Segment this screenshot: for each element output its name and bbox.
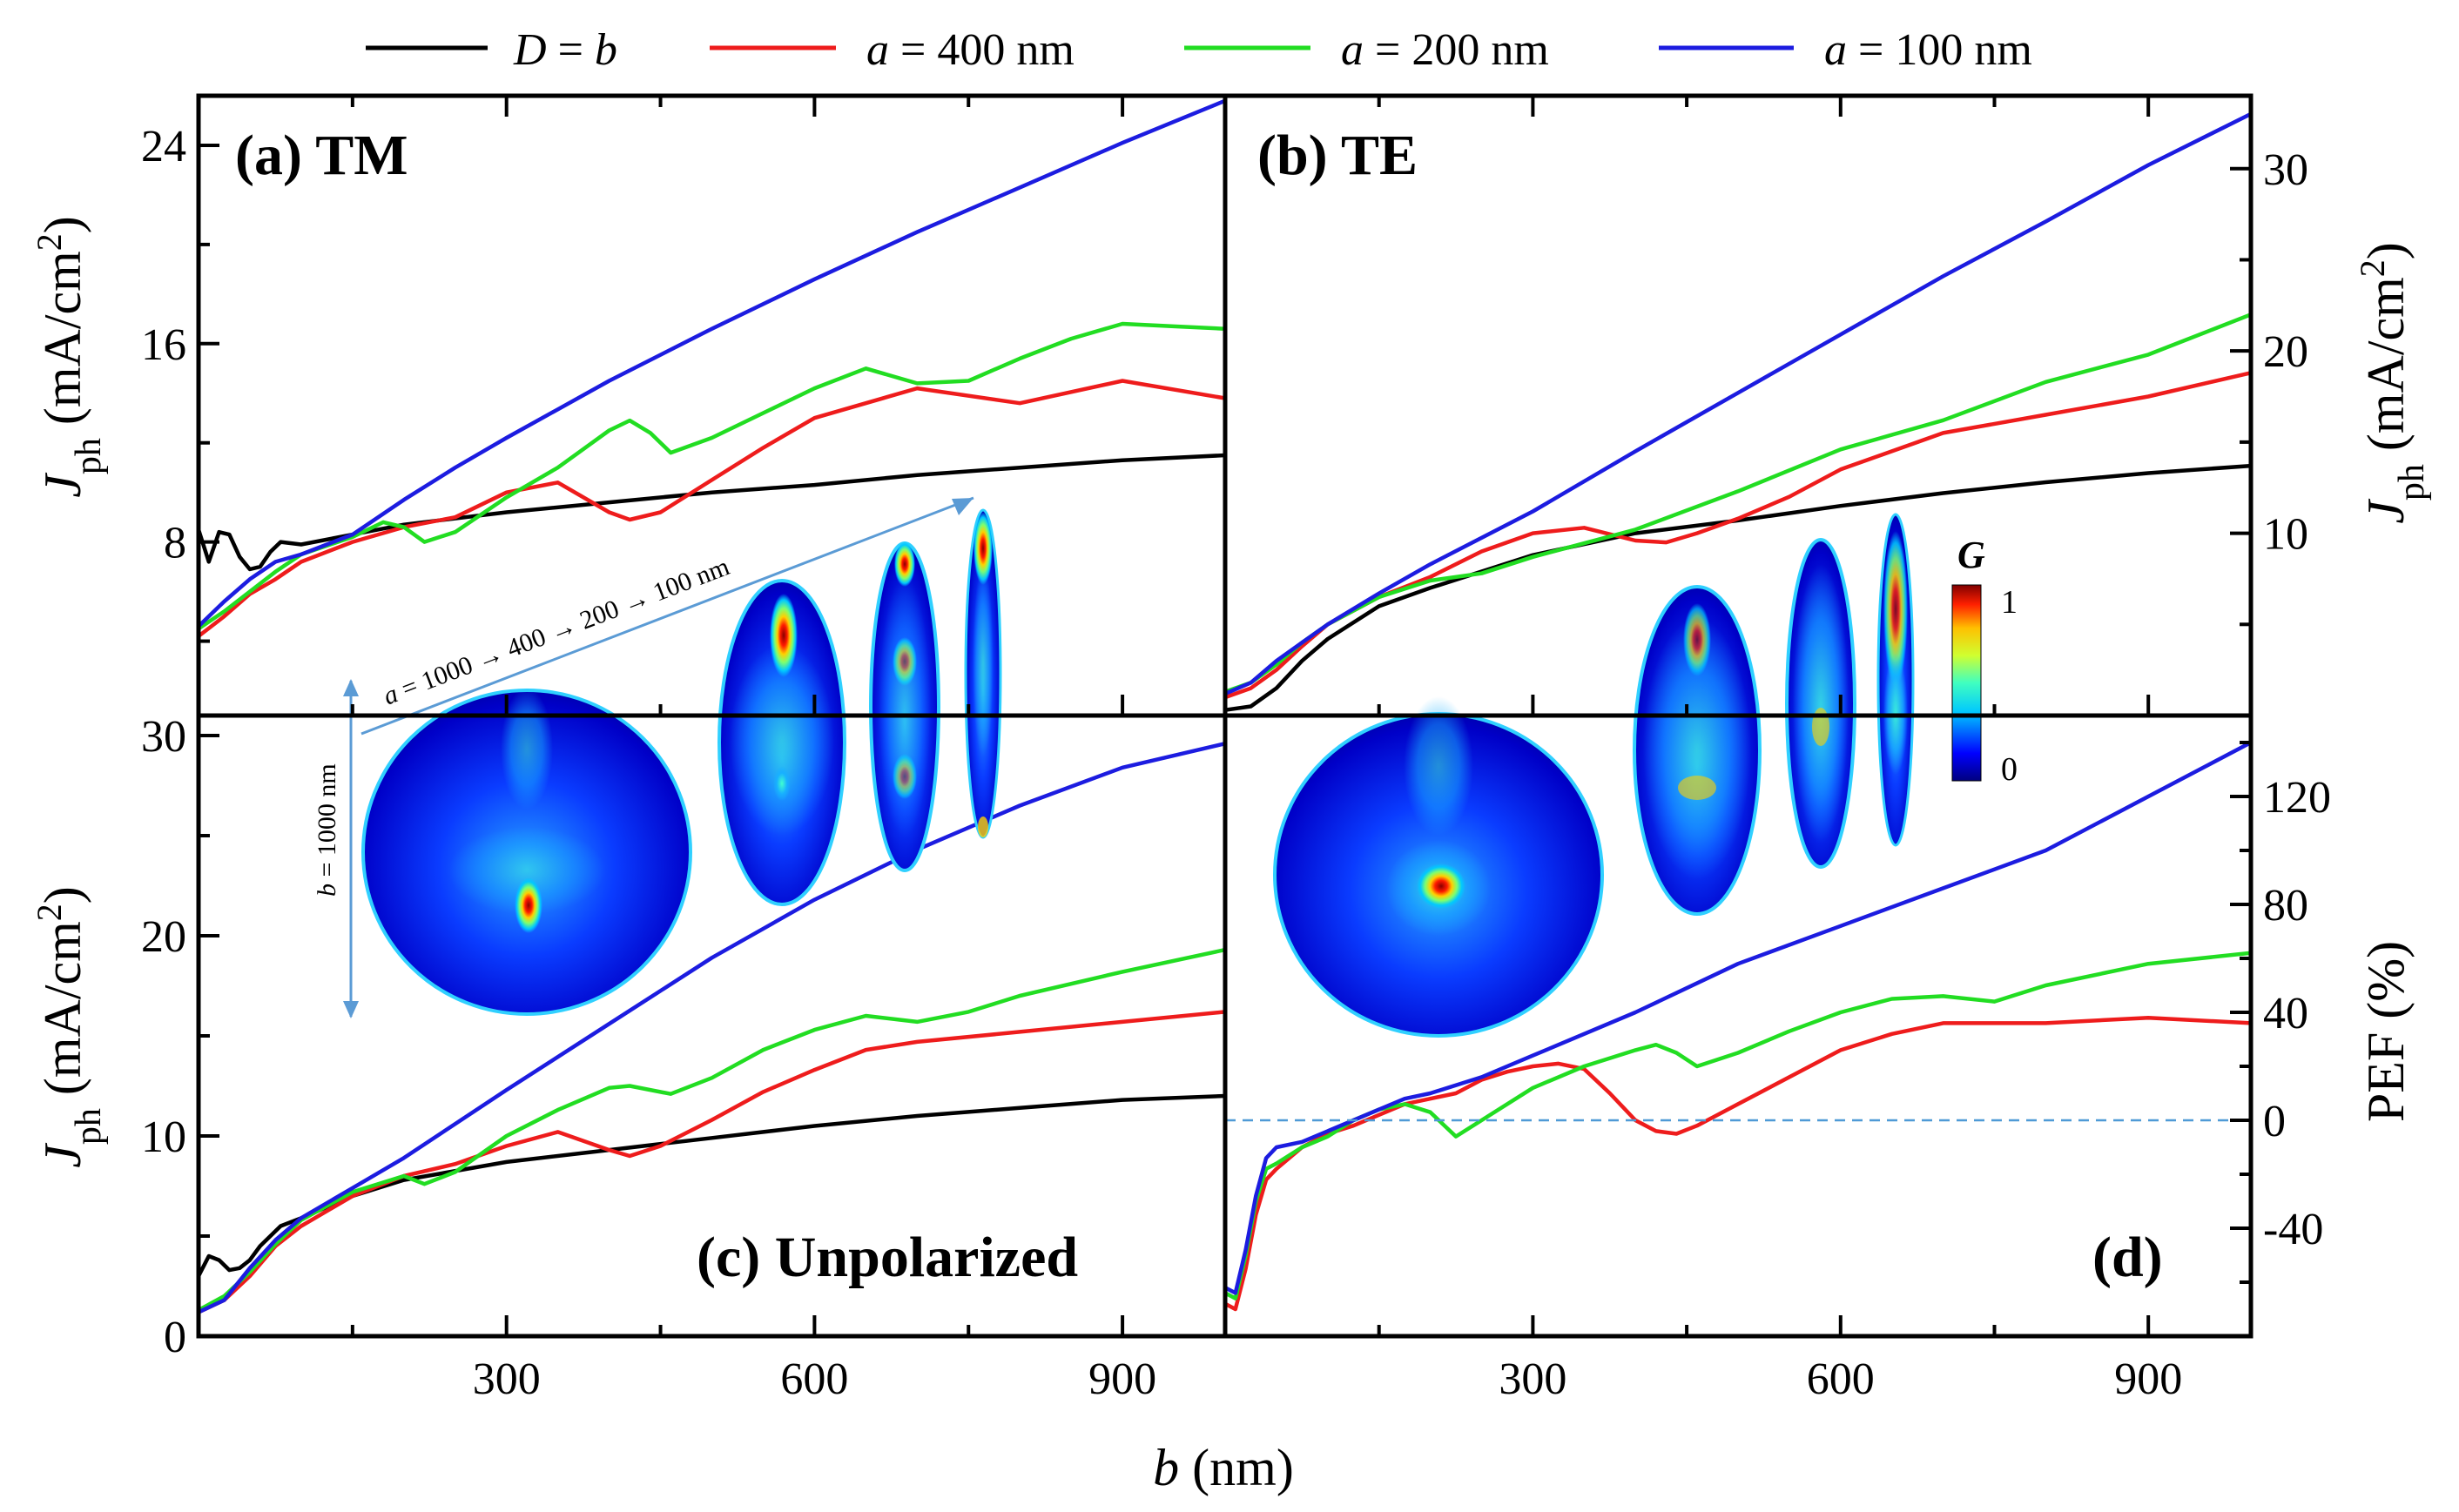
x-tick-label: 900 (2114, 1354, 2182, 1404)
tick-labels: 300 600 900 300 600 900816241020300102030-400… (141, 122, 2331, 1404)
panel-a (196, 98, 1226, 638)
legend-label-a200: a = 200 nm (1341, 25, 1549, 75)
y-tick-label: 24 (141, 122, 186, 171)
colorbar-gradient (1951, 584, 1982, 782)
tm-map-a1000 (361, 688, 692, 1016)
panel-c (196, 742, 1226, 1314)
series-line-d-a-200-nm (1223, 951, 2252, 1300)
colorbar-max: 1 (2001, 584, 2018, 621)
y-tick-label: 30 (141, 712, 186, 762)
tm-map-a100 (964, 508, 1002, 839)
panel-label-c: (c) Unpolarized (697, 1226, 1078, 1289)
inset-b-arrowhead-top (343, 679, 359, 696)
series-line-b-a-400-nm (1224, 371, 2252, 700)
x-axis-title: b (nm) (1153, 1439, 1294, 1496)
legend-label-a400: a = 400 nm (866, 25, 1075, 75)
y-tick-label: 40 (2263, 989, 2308, 1038)
panel-label-d: (d) (2092, 1226, 2163, 1289)
axes-frame (196, 93, 2254, 1339)
series-line-a-a-100-nm (197, 98, 1226, 628)
colorbar-title: G (1957, 534, 1985, 576)
colorbar-min: 0 (2001, 751, 2018, 788)
legend-label-a100: a = 100 nm (1824, 25, 2032, 75)
panel-label-a: (a) TM (235, 124, 408, 187)
series-line-d-a-400-nm (1223, 1015, 2252, 1312)
y-tick-label: 20 (141, 912, 186, 962)
y-tick-label: 16 (141, 320, 186, 370)
y-axis-title-top-left: Jph (mA/cm2) (30, 216, 110, 498)
y-tick-label: 10 (2263, 510, 2308, 560)
series-line-c-a-200-nm (197, 947, 1226, 1313)
inset-a-label: a = 1000 → 400 → 200 → 100 nm (380, 552, 734, 710)
tm-map-a200 (869, 541, 940, 872)
series-line-b-a-100-nm (1224, 111, 2253, 696)
colorbar: G 1 0 (1951, 534, 2018, 788)
y-tick-label: 30 (2263, 145, 2308, 195)
x-tick-label: 300 (473, 1354, 541, 1404)
inset-b-arrowhead-bottom (343, 1001, 359, 1018)
inset-a-arrow (360, 496, 974, 736)
series-line-a-d-b (196, 453, 1226, 572)
te-map-a200 (1785, 538, 1856, 869)
series-line-a-a-400-nm (197, 379, 1226, 638)
y-tick-label: 0 (2263, 1097, 2286, 1146)
x-tick-label: 900 (1088, 1354, 1156, 1404)
tm-map-a400 (717, 579, 846, 906)
x-tick-label: 300 (1499, 1354, 1566, 1404)
inset-b-label: b = 1000 nm (313, 763, 341, 897)
inset-a-arrowhead (952, 498, 973, 515)
y-tick-label: 120 (2263, 773, 2331, 823)
panel-d (1223, 741, 2253, 1312)
panel-label-b: (b) TE (1257, 124, 1418, 187)
legend: D = b a = 400 nm a = 200 nm a = 100 nm (366, 25, 2032, 75)
y-tick-label: 0 (164, 1313, 186, 1362)
y-tick-label: -40 (2263, 1205, 2323, 1254)
y-tick-label: 10 (141, 1112, 186, 1162)
series-line-c-a-400-nm (198, 1010, 1226, 1314)
y-tick-label: 20 (2263, 327, 2308, 377)
x-tick-label: 600 (780, 1354, 848, 1404)
legend-label-d-eq-b: D = b (513, 25, 617, 75)
y-tick-label: 80 (2263, 881, 2308, 931)
panel-b (1224, 111, 2253, 712)
te-map-a100 (1876, 513, 1915, 847)
y-axis-title-bottom-left: Jph (mA/cm2) (30, 886, 110, 1168)
te-map-a400 (1633, 585, 1762, 916)
y-axis-title-top-right: Jph (mA/cm2) (2353, 242, 2433, 524)
x-tick-label: 600 (1807, 1354, 1875, 1404)
y-axis-title-bottom-right: PEF (%) (2357, 941, 2415, 1122)
y-tick-label: 8 (164, 519, 186, 568)
te-map-a1000 (1273, 696, 1604, 1038)
series-line-d-a-100-nm (1223, 741, 2253, 1295)
